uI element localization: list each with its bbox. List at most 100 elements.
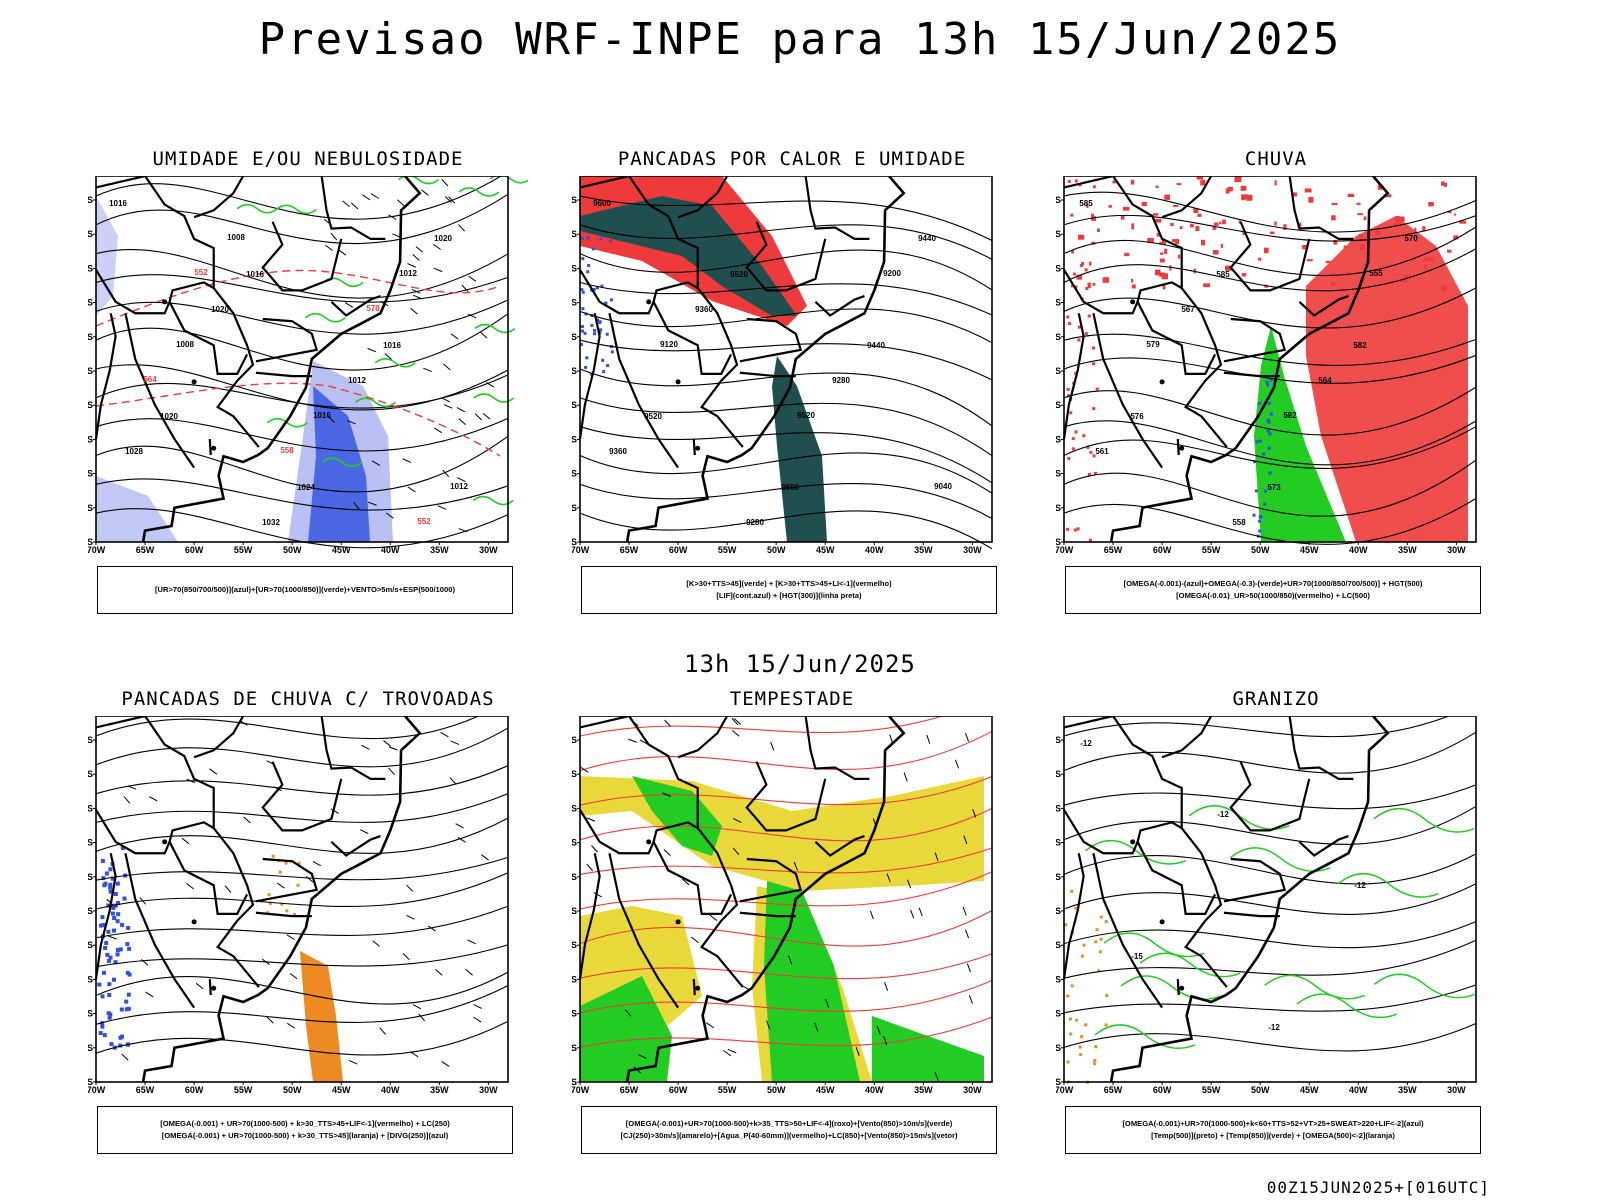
lon-label: 40W bbox=[865, 545, 884, 555]
thunder-orange-speckle bbox=[297, 861, 301, 865]
rain-red-speckle bbox=[1302, 244, 1309, 250]
lat-label: 15S bbox=[88, 769, 93, 779]
rain-red-west bbox=[1071, 447, 1075, 451]
lif-contour-blob bbox=[601, 358, 605, 362]
lif-contour-blob bbox=[581, 290, 585, 294]
lake-marker bbox=[1179, 445, 1185, 451]
thunder-orange-speckle bbox=[268, 901, 272, 905]
rain-red-speckle bbox=[1096, 228, 1100, 232]
lat-label: 15S bbox=[572, 229, 577, 239]
rain-red-speckle bbox=[1400, 216, 1405, 222]
thunder-blue-blob bbox=[118, 1043, 123, 1048]
wind-vector bbox=[330, 232, 338, 241]
lat-label: 12S bbox=[88, 195, 93, 205]
contour-line bbox=[579, 308, 993, 344]
wind-vector bbox=[305, 875, 314, 883]
wind-vector bbox=[406, 914, 415, 920]
lon-label: 65W bbox=[1104, 545, 1123, 555]
rain-red-speckle bbox=[1193, 208, 1199, 214]
wind-vector bbox=[593, 892, 602, 898]
lon-label: 50W bbox=[283, 1085, 302, 1095]
rain-red-speckle bbox=[1304, 188, 1312, 193]
contour-line bbox=[1063, 287, 1477, 329]
country-border bbox=[1176, 438, 1180, 456]
contour-value-label: 1020 bbox=[211, 305, 229, 314]
rain-red-speckle bbox=[1203, 283, 1211, 288]
wind-vector bbox=[481, 854, 489, 861]
rain-red-west bbox=[1066, 315, 1070, 319]
wind-vector bbox=[934, 852, 939, 862]
wind-vector bbox=[732, 817, 742, 823]
contour-line bbox=[579, 716, 945, 737]
lat-label: 36S bbox=[1056, 469, 1061, 479]
rain-red-speckle bbox=[1159, 258, 1165, 263]
lon-label: 30W bbox=[479, 1085, 498, 1095]
wind-vector bbox=[435, 969, 443, 976]
wind-vector bbox=[353, 501, 360, 510]
rain-blue-speckle bbox=[1267, 420, 1271, 424]
rain-blue-speckle bbox=[1266, 383, 1270, 387]
lon-label: 55W bbox=[234, 1085, 253, 1095]
contour-line bbox=[1063, 1023, 1477, 1052]
wind-vector bbox=[907, 879, 912, 889]
thunder-blue-blob bbox=[110, 876, 115, 881]
legend-line: [CJ(250)>30m/s](amarelo)+[Agua_P(40-60mm… bbox=[620, 1131, 958, 1140]
country-border bbox=[1229, 221, 1311, 292]
wind-vector bbox=[406, 884, 414, 892]
rain-red-west bbox=[1070, 213, 1074, 217]
rain-blue-speckle bbox=[1259, 515, 1263, 519]
wind-vector bbox=[788, 955, 793, 965]
wind-vector bbox=[586, 817, 596, 822]
rain-red-west bbox=[1067, 321, 1071, 325]
lif-contour-blob bbox=[595, 286, 599, 290]
rain-blue-speckle bbox=[1269, 378, 1273, 382]
lat-label: 27S bbox=[88, 366, 93, 376]
wind-vector bbox=[482, 413, 491, 420]
hail-orange-speckle bbox=[1097, 969, 1101, 973]
lake-marker bbox=[162, 839, 168, 845]
lat-label: 15S bbox=[88, 229, 93, 239]
wind-vector bbox=[855, 1047, 860, 1056]
thunder-orange-speckle bbox=[280, 902, 284, 906]
wind-vector bbox=[691, 936, 699, 944]
thunder-blue-blob bbox=[100, 915, 105, 920]
panel-tempestade: TEMPESTADE 12S 15S 18S 21S 24S 27S 30S 33S 36S 39… bbox=[572, 688, 1012, 1158]
thunder-orange-speckle bbox=[285, 909, 289, 913]
wind-vector bbox=[663, 849, 671, 856]
wind-vector bbox=[681, 878, 690, 886]
contour-line bbox=[1063, 853, 1477, 885]
hail-orange-speckle bbox=[1095, 928, 1099, 932]
rain-red-speckle bbox=[1333, 239, 1338, 245]
rain-red-speckle bbox=[1242, 232, 1246, 236]
contour-value-label: 9120 bbox=[660, 340, 678, 349]
wind-vector bbox=[441, 179, 449, 187]
lat-label: 36S bbox=[572, 1009, 577, 1019]
hail-orange-speckle bbox=[1075, 1018, 1079, 1022]
lat-label: 39S bbox=[1056, 503, 1061, 513]
wind-vector bbox=[473, 1016, 482, 1023]
thunder-blue-blob bbox=[115, 919, 120, 924]
country-border bbox=[1063, 176, 1228, 448]
rain-red-speckle bbox=[1196, 176, 1204, 180]
thunder-blue-blob bbox=[104, 941, 109, 946]
lake-marker bbox=[1159, 919, 1165, 925]
wind-vector bbox=[624, 1009, 632, 1017]
wind-vector bbox=[955, 759, 960, 769]
lat-label: 18S bbox=[88, 803, 93, 813]
lat-label: 15S bbox=[1056, 769, 1061, 779]
lat-label: 39S bbox=[88, 1043, 93, 1053]
contour-line bbox=[579, 224, 993, 260]
wind-vector bbox=[433, 427, 443, 434]
rain-blue-speckle bbox=[1258, 439, 1262, 443]
thunder-blue-blob bbox=[115, 947, 120, 952]
wind-vector bbox=[458, 528, 468, 533]
wind-vector bbox=[342, 200, 350, 208]
humidity-green-contour bbox=[304, 312, 346, 323]
contour-line bbox=[579, 281, 993, 316]
contour-line bbox=[579, 339, 993, 381]
wind-vector bbox=[709, 914, 718, 921]
contour-value-label: 570 bbox=[366, 304, 380, 313]
rain-red-west bbox=[1084, 332, 1088, 336]
wind-vector bbox=[886, 873, 891, 883]
lif-contour-blob bbox=[589, 372, 593, 376]
